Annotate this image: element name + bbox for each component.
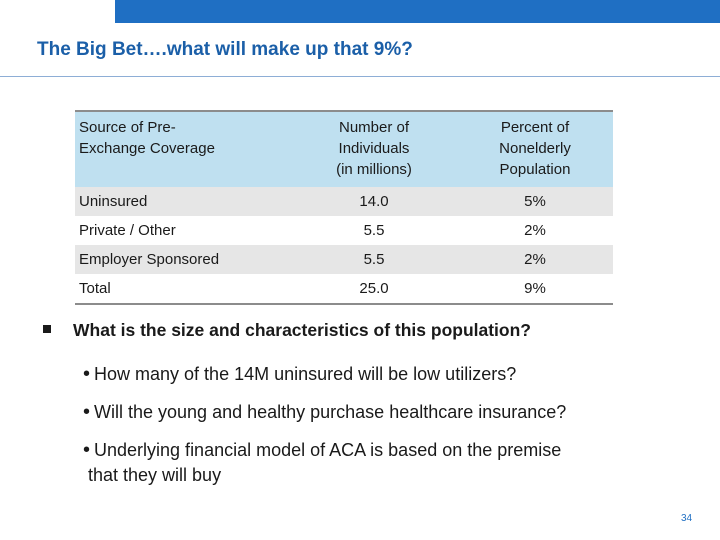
- header-number-line1: Number of: [338, 119, 410, 136]
- square-bullet-icon: [43, 325, 51, 333]
- sub-bullet-text-continued: that they will buy: [88, 465, 222, 485]
- header-percent-line1: Percent of: [500, 119, 570, 136]
- dot-bullet-icon: •: [83, 439, 91, 461]
- header-source-line1: Source of Pre-: [79, 119, 176, 136]
- sub-bullet: • Underlying financial model of ACA is ba…: [83, 438, 561, 488]
- row-number: 5.5: [363, 222, 385, 239]
- dot-bullet-icon: •: [83, 401, 91, 423]
- key-question-text: What is the size and characteristics of …: [73, 320, 531, 340]
- header-percent: Percent of Nonelderly Population: [457, 110, 613, 187]
- top-accent-bar: [115, 0, 720, 23]
- row-percent: 9%: [457, 274, 613, 305]
- table-row: Employer Sponsored 5.5 2%: [75, 245, 613, 274]
- table-header-row: Source of Pre- Exchange Coverage Number …: [75, 110, 613, 187]
- row-number: 25.0: [291, 274, 457, 305]
- row-number: 14.0: [291, 187, 457, 216]
- row-source: Private / Other: [79, 222, 176, 239]
- sub-bullet: • How many of the 14M uninsured will be l…: [83, 362, 516, 387]
- sub-bullet-text: Underlying financial model of ACA is bas…: [94, 440, 562, 460]
- dot-bullet-icon: •: [83, 363, 91, 385]
- row-source: Uninsured: [75, 187, 291, 216]
- row-percent: 2%: [524, 222, 546, 239]
- header-percent-line3: Population: [499, 161, 571, 178]
- row-percent: 5%: [457, 187, 613, 216]
- header-source-line2: Exchange Coverage: [79, 140, 215, 157]
- header-source: Source of Pre- Exchange Coverage: [75, 110, 291, 187]
- page-number: 34: [681, 513, 693, 524]
- header-number-line2: Individuals: [338, 140, 410, 157]
- header-percent-line2: Nonelderly: [499, 140, 571, 157]
- table-row: Uninsured 14.0 5%: [75, 187, 613, 216]
- key-question: What is the size and characteristics of …: [43, 320, 531, 341]
- row-source: Employer Sponsored: [75, 245, 291, 274]
- row-source: Total: [75, 274, 291, 305]
- row-percent: 2%: [457, 245, 613, 274]
- sub-bullet-text: How many of the 14M uninsured will be lo…: [94, 364, 517, 384]
- header-number-line3: (in millions): [336, 161, 412, 178]
- sub-bullet: • Will the young and healthy purchase hea…: [83, 400, 566, 425]
- sub-bullet-text: Will the young and healthy purchase heal…: [94, 402, 567, 422]
- coverage-table: Source of Pre- Exchange Coverage Number …: [75, 110, 613, 305]
- header-number: Number of Individuals (in millions): [291, 110, 457, 187]
- slide-title: The Big Bet….what will make up that 9%?: [37, 39, 413, 60]
- title-divider: [0, 76, 720, 77]
- table-row: Private / Other 5.5 2%: [75, 216, 613, 245]
- row-number: 5.5: [291, 245, 457, 274]
- table-row-total: Total 25.0 9%: [75, 274, 613, 305]
